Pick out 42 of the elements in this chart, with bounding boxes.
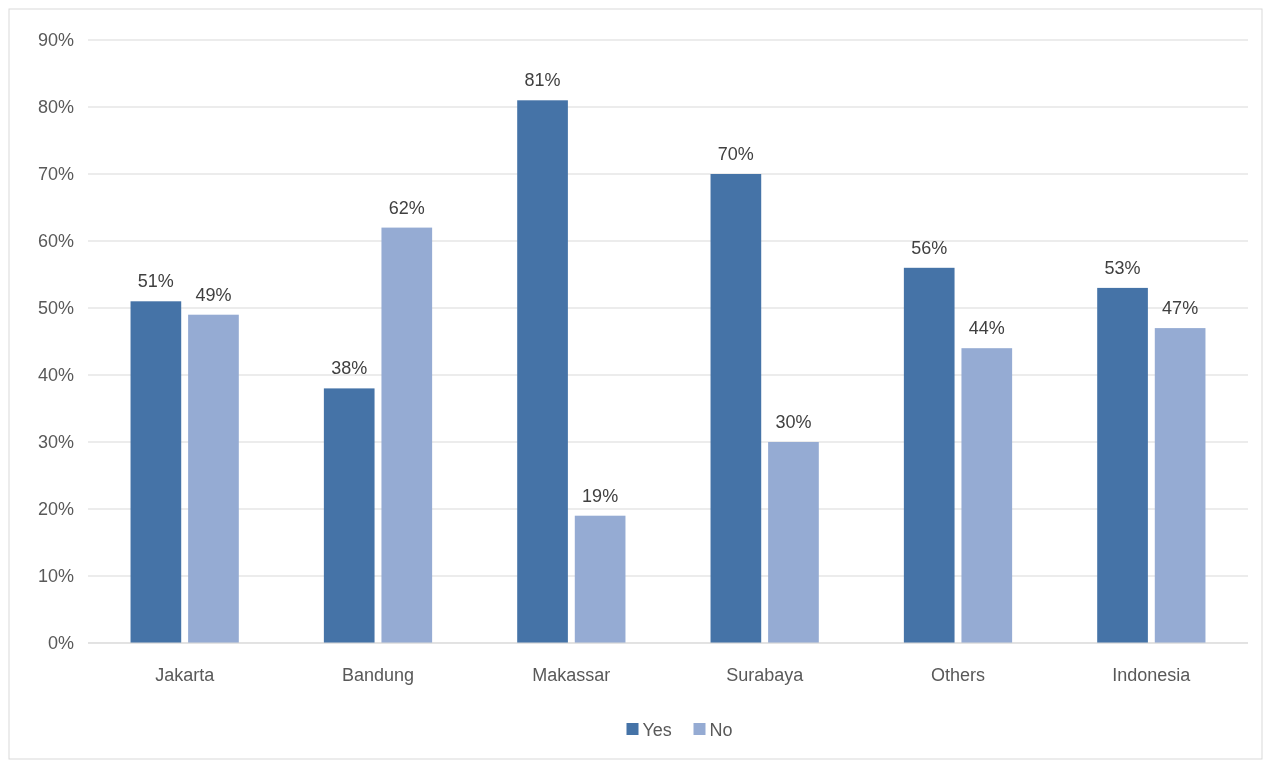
bar — [710, 174, 762, 643]
bar — [323, 388, 375, 643]
bar — [1154, 328, 1206, 643]
bar — [517, 100, 568, 643]
y-tick-label: 20% — [37, 499, 74, 520]
data-label: 44% — [968, 318, 1005, 339]
legend-label: No — [709, 720, 733, 741]
data-label: 56% — [911, 237, 948, 258]
data-label: 62% — [388, 197, 425, 218]
bar — [130, 301, 182, 643]
data-label: 19% — [582, 485, 619, 506]
y-tick-label: 60% — [37, 231, 74, 252]
legend-label: Yes — [642, 720, 672, 741]
x-tick-label: Surabaya — [726, 665, 805, 685]
x-tick-label: Indonesia — [1112, 665, 1192, 685]
data-label: 38% — [331, 358, 368, 379]
bar — [768, 442, 819, 643]
y-tick-label: 90% — [37, 30, 74, 51]
y-tick-label: 0% — [47, 633, 74, 654]
bar — [381, 227, 433, 643]
y-tick-label: 40% — [37, 365, 74, 386]
data-label: 81% — [524, 70, 561, 91]
data-label: 53% — [1104, 257, 1141, 278]
y-tick-label: 80% — [37, 97, 74, 118]
y-tick-label: 70% — [37, 164, 74, 185]
x-tick-label: Others — [930, 665, 986, 685]
data-label: 51% — [137, 271, 174, 292]
y-tick-label: 50% — [37, 298, 74, 319]
data-label: 47% — [1162, 298, 1199, 319]
bar — [1097, 287, 1148, 643]
y-tick-label: 10% — [37, 566, 74, 587]
data-label: 30% — [775, 412, 812, 432]
x-tick-label: Makassar — [532, 665, 611, 685]
bar — [574, 515, 626, 643]
bar — [903, 267, 955, 643]
x-tick-label: Jakarta — [155, 665, 216, 685]
y-tick-label: 30% — [37, 432, 74, 453]
data-label: 70% — [717, 144, 754, 164]
bar — [961, 348, 1013, 643]
bar — [188, 314, 239, 643]
data-label: 49% — [195, 284, 232, 305]
x-tick-label: Bandung — [341, 665, 415, 685]
